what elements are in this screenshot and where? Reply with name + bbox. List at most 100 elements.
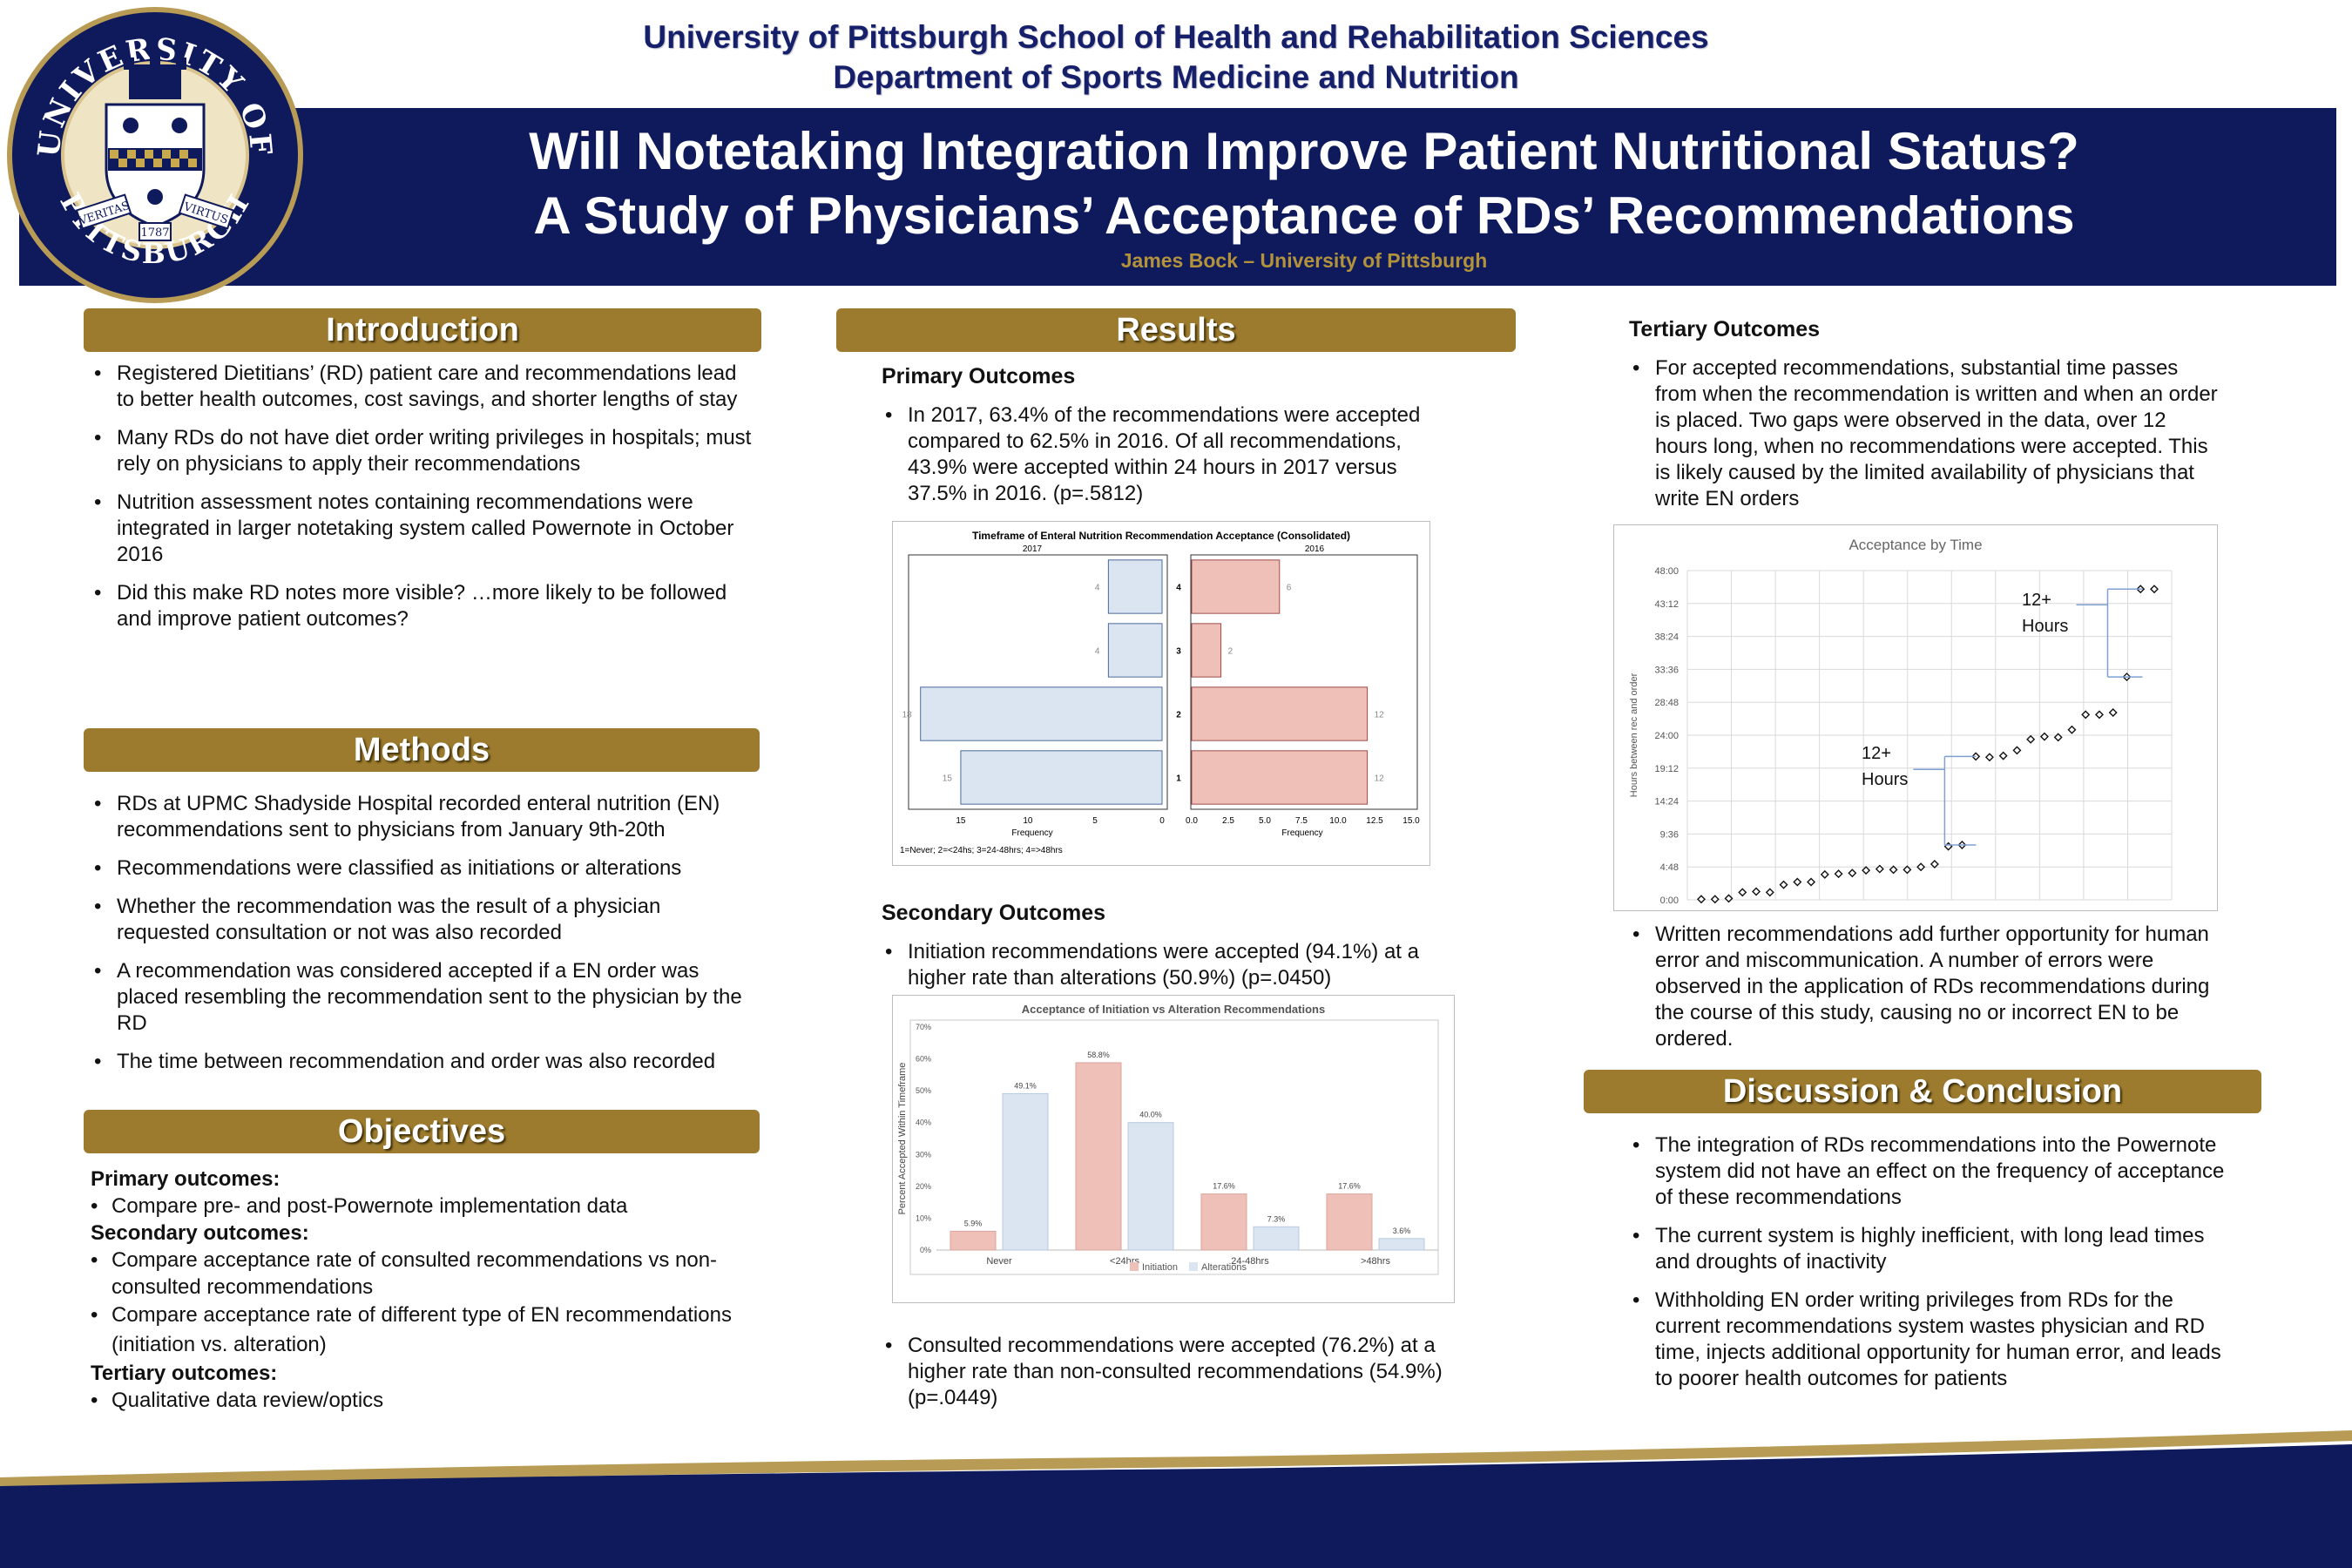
consulted-list: Consulted recommendations were accepted … [878, 1333, 1470, 1423]
data-point [2053, 733, 2063, 742]
category-label: Never [986, 1256, 1012, 1267]
series-label-2016: 2016 [1305, 544, 1325, 554]
secondary-outcomes-heading: Secondary Outcomes [882, 901, 1106, 925]
x-tick-label: 7.5 [1295, 816, 1308, 826]
list-item: Compare acceptance rate of different typ… [91, 1301, 761, 1360]
methods-heading: Methods [84, 728, 760, 772]
chart-footnote: 1=Never; 2=<24hs; 3=24-48hrs; 4=>48hrs [900, 846, 1063, 855]
y-tick-label: 60% [916, 1055, 931, 1064]
category-label: 1 [1176, 774, 1181, 784]
data-point [2026, 734, 2036, 744]
bar-2017 [920, 686, 1163, 741]
bar-2016 [1191, 559, 1281, 614]
list-item: RDs at UPMC Shadyside Hospital recorded … [87, 791, 758, 843]
data-label: 3.6% [1393, 1227, 1411, 1235]
data-label: 12 [1375, 774, 1385, 784]
data-point [1807, 877, 1816, 887]
tertiary-outcomes-label: Tertiary outcomes: [91, 1362, 278, 1385]
institution-line2: Department of Sports Medicine and Nutrit… [833, 59, 1519, 95]
data-point [1943, 841, 1953, 851]
data-label: 4 [1095, 584, 1100, 593]
chart-title: Timeframe of Enteral Nutrition Recommend… [972, 530, 1350, 542]
x-axis-label: Frequency [1281, 828, 1322, 838]
bar-initiation [1326, 1193, 1373, 1251]
chart-title: Acceptance of Initiation vs Alteration R… [1022, 1003, 1325, 1016]
y-tick-label: 38:24 [1654, 632, 1679, 643]
y-axis-label: Hours between rec and order [1629, 672, 1639, 797]
bar-initiation [1200, 1193, 1247, 1251]
list-item: Initiation recommendations were accepted… [878, 939, 1453, 991]
footer-wave [0, 1430, 2352, 1568]
x-tick-label: 10.0 [1329, 816, 1347, 826]
data-point [1834, 869, 1843, 879]
author-line: James Bock – University of Pittsburgh [1120, 249, 1488, 272]
y-tick-label: 33:36 [1654, 665, 1679, 675]
initiation-alteration-chart: Acceptance of Initiation vs Alteration R… [892, 995, 1455, 1303]
bar-2016 [1191, 750, 1369, 805]
list-item: Compare pre- and post-Powernote implemen… [91, 1193, 761, 1220]
bar-2017 [1107, 559, 1163, 614]
plot-frame-right [1190, 554, 1418, 810]
tertiary-outcomes-heading: Tertiary Outcomes [1629, 317, 1821, 341]
y-tick-label: 0% [920, 1246, 931, 1254]
list-item: A recommendation was considered accepted… [87, 958, 758, 1037]
data-point [2150, 585, 2159, 594]
objectives-content: Primary outcomes: Compare pre- and post-… [91, 1166, 761, 1414]
category-label: >48hrs [1361, 1256, 1390, 1267]
university-seal-logo: UNIVERSITY OF PITTSBURGH VERITAS VIRTUS … [7, 7, 303, 303]
data-label: 17.6% [1213, 1182, 1235, 1191]
legend-swatch-alterations [1189, 1262, 1198, 1271]
series-label-2017: 2017 [1023, 544, 1043, 554]
y-tick-label: 20% [916, 1182, 931, 1191]
primary-outcomes-heading: Primary Outcomes [882, 364, 1076, 389]
data-point [1848, 868, 1857, 878]
data-label: 18 [902, 711, 913, 720]
data-point [1752, 887, 1761, 896]
data-label: 40.0% [1139, 1111, 1162, 1119]
data-label: 15 [943, 774, 953, 784]
list-item: In 2017, 63.4% of the recommendations we… [878, 402, 1453, 507]
list-item: For accepted recommendations, substantia… [1625, 355, 2218, 512]
annotation-label: 12+ [2022, 591, 2051, 610]
bar-2017 [960, 750, 1163, 805]
y-tick-label: 40% [916, 1119, 931, 1127]
x-tick-label: 10 [1023, 816, 1033, 826]
results-heading: Results [836, 308, 1516, 352]
bar-2017 [1107, 623, 1163, 678]
introduction-list: Registered Dietitians’ (RD) patient care… [87, 361, 758, 645]
y-tick-label: 24:00 [1654, 731, 1679, 741]
list-item: The integration of RDs recommendations i… [1625, 1132, 2235, 1211]
chart-title: Acceptance by Time [1848, 537, 1982, 553]
list-item: Qualitative data review/optics [91, 1387, 761, 1414]
data-point [1724, 894, 1734, 903]
x-tick-label: 15.0 [1402, 816, 1420, 826]
introduction-heading: Introduction [84, 308, 761, 352]
bar-alterations [1253, 1226, 1300, 1251]
data-label: 4 [1095, 647, 1100, 657]
y-tick-label: 9:36 [1660, 829, 1679, 840]
annotation-label: Hours [1862, 770, 1908, 789]
data-point [1984, 753, 1994, 762]
y-tick-label: 4:48 [1660, 862, 1679, 873]
title-banner: Will Notetaking Integration Improve Pati… [19, 108, 2336, 286]
data-label: 2 [1228, 647, 1233, 657]
x-tick-label: 2.5 [1222, 816, 1234, 826]
poster-title-line1: Will Notetaking Integration Improve Pati… [529, 122, 2079, 180]
tertiary-list-2: Written recommendations add further oppo… [1625, 922, 2235, 1064]
y-axis-label: Percent Accepted Within Timeframe [897, 1063, 908, 1215]
bar-alterations [1002, 1092, 1049, 1251]
methods-list: RDs at UPMC Shadyside Hospital recorded … [87, 791, 758, 1087]
discussion-list: The integration of RDs recommendations i… [1625, 1132, 2235, 1404]
y-tick-label: 10% [916, 1213, 931, 1222]
annotation-label: Hours [2022, 617, 2068, 636]
plot-frame [909, 1019, 1439, 1275]
data-point [1998, 751, 2008, 760]
y-tick-label: 0:00 [1660, 896, 1679, 906]
y-tick-label: 14:24 [1654, 797, 1679, 808]
y-tick-label: 28:48 [1654, 698, 1679, 708]
discussion-heading: Discussion & Conclusion [1584, 1070, 2261, 1113]
x-tick-label: 15 [956, 816, 966, 826]
data-point [1820, 869, 1829, 879]
category-label: 24-48hrs [1231, 1256, 1269, 1267]
data-point [1697, 895, 1706, 904]
